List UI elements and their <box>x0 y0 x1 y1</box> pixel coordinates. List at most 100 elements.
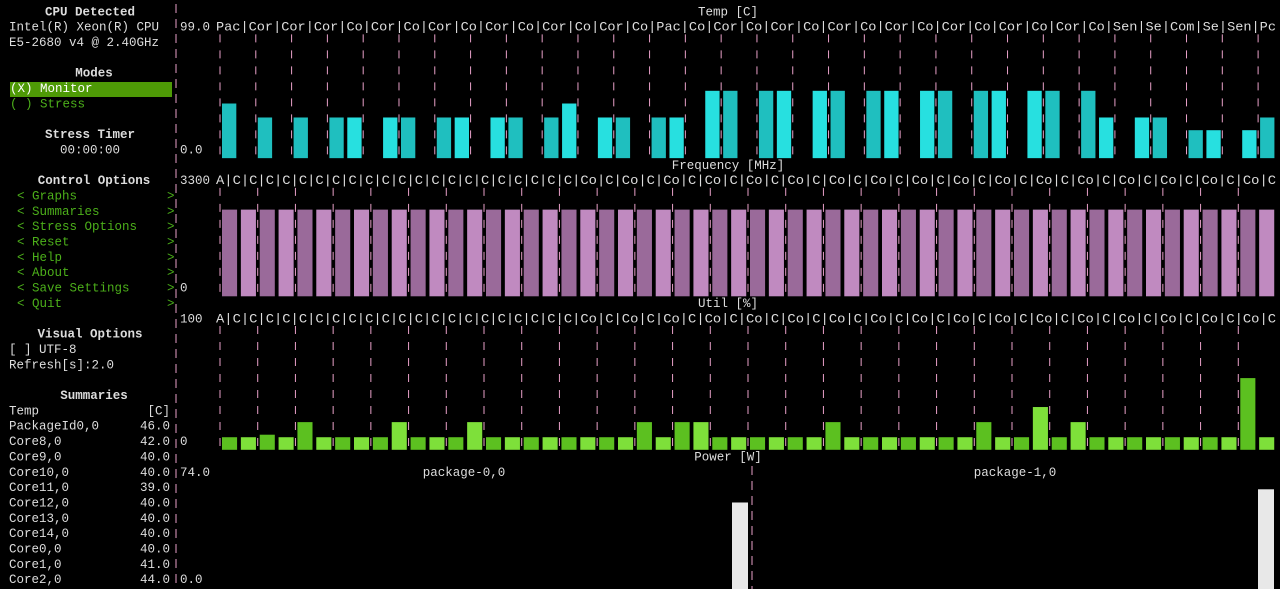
graph-bar <box>400 117 416 159</box>
graph-bar <box>1164 437 1180 450</box>
menu-item[interactable]: < Graphs > <box>17 189 175 203</box>
graph-bar <box>976 209 992 297</box>
graph-bar <box>758 90 774 159</box>
graph-title: Temp [C] <box>698 5 758 19</box>
summary-value: 40.0 <box>140 512 170 526</box>
graph-bar <box>731 437 747 450</box>
graph-bar <box>825 422 841 450</box>
graph-bar <box>693 209 709 297</box>
graph-bar <box>669 117 684 159</box>
graph-bar <box>830 90 845 159</box>
menu-item[interactable]: < Quit > <box>17 297 175 311</box>
graph-bar <box>674 422 690 450</box>
power-title: Power [W] <box>694 450 762 464</box>
graph-bar <box>504 437 520 450</box>
graph-bar <box>723 90 738 159</box>
graph-bar <box>448 209 464 297</box>
graph-bar <box>1045 90 1060 159</box>
graph-bar <box>693 422 709 450</box>
graph-bar <box>486 209 502 297</box>
graph-bar <box>278 209 294 297</box>
graph-bar <box>636 422 652 450</box>
package-name: package-1,0 <box>974 466 1057 480</box>
graph-bar <box>731 209 747 297</box>
graph-bar <box>919 209 935 297</box>
graph-bar <box>1188 130 1203 159</box>
graph-bar <box>1089 437 1105 450</box>
graph-bar <box>1259 209 1275 297</box>
graph-bar <box>655 437 671 450</box>
graph-bar <box>222 437 238 450</box>
graph-bar <box>655 209 671 297</box>
graph-bar <box>863 437 879 450</box>
power-bar <box>732 502 748 589</box>
menu-item[interactable]: < Summaries > <box>17 205 175 219</box>
summary-value: 41.0 <box>140 558 170 572</box>
graph-bar <box>257 117 273 159</box>
graph-bar <box>806 437 822 450</box>
graph-bar <box>259 209 275 297</box>
graph-bar <box>1134 117 1150 159</box>
visual-title: Visual Options <box>37 328 142 342</box>
graph-bar <box>542 209 558 297</box>
graph-bar <box>354 209 370 297</box>
graph-max: 100 <box>180 312 203 326</box>
menu-item[interactable]: < Reset > <box>17 236 175 250</box>
graph-bar <box>316 209 332 297</box>
graph-bar <box>1051 209 1067 297</box>
graph-bar <box>976 422 992 450</box>
graph-bar <box>490 117 505 159</box>
graph-bar <box>1099 117 1114 159</box>
graph-bar <box>768 437 784 450</box>
summary-unit: [C] <box>147 404 170 418</box>
graph-bar <box>1127 209 1143 297</box>
menu-item[interactable]: < Stress Options > <box>17 220 175 234</box>
menu-item[interactable]: < Save Settings > <box>17 282 175 296</box>
graph-bar <box>806 209 822 297</box>
graph-bar <box>937 90 953 159</box>
graph-min: 0 <box>180 435 188 449</box>
graph-bar <box>1202 209 1218 297</box>
graph-bar <box>919 437 935 450</box>
summary-label: Temp <box>9 404 39 418</box>
graph-bar <box>240 209 256 297</box>
graph-bar <box>1152 117 1168 159</box>
summary-label: Core10,0 <box>9 466 69 480</box>
graph-bar <box>486 437 502 450</box>
graph-bar <box>561 437 577 450</box>
graph-bar <box>1260 117 1275 159</box>
graph-bar <box>674 209 690 297</box>
graph-bar <box>636 209 652 297</box>
graph-bar <box>900 437 916 450</box>
visual-option: Refresh[s]:2.0 <box>9 358 114 372</box>
graph-bar <box>1146 209 1162 297</box>
graph-bar <box>1127 437 1143 450</box>
graph-bar <box>448 437 464 450</box>
graph-bar <box>1051 437 1067 450</box>
graph-bar <box>240 437 256 450</box>
graph-bar <box>884 90 899 159</box>
summary-value: 40.0 <box>140 450 170 464</box>
graph-bar <box>562 103 577 159</box>
mode-option[interactable]: ( ) Stress <box>10 97 85 111</box>
modes-title: Modes <box>75 67 113 81</box>
mode-option[interactable]: (X) Monitor <box>10 82 93 96</box>
graph-min: 0.0 <box>180 143 203 157</box>
graph-bar <box>863 209 879 297</box>
graph-title: Frequency [MHz] <box>672 159 785 173</box>
graph-bar <box>900 209 916 297</box>
graph-bar <box>429 437 445 450</box>
graph-bar <box>938 437 954 450</box>
package-name: package-0,0 <box>423 466 506 480</box>
selected-mode-bg <box>10 82 172 97</box>
timer: 00:00:00 <box>60 143 120 157</box>
menu-item[interactable]: < About > <box>17 266 175 280</box>
visual-option[interactable]: [ ] UTF-8 <box>9 343 77 357</box>
graph-bar <box>580 209 596 297</box>
graph-bar <box>222 103 237 159</box>
graph-bar <box>372 209 388 297</box>
menu-item[interactable]: < Help > <box>17 251 175 265</box>
graph-bar <box>1206 130 1221 159</box>
graph-bar <box>618 437 634 450</box>
